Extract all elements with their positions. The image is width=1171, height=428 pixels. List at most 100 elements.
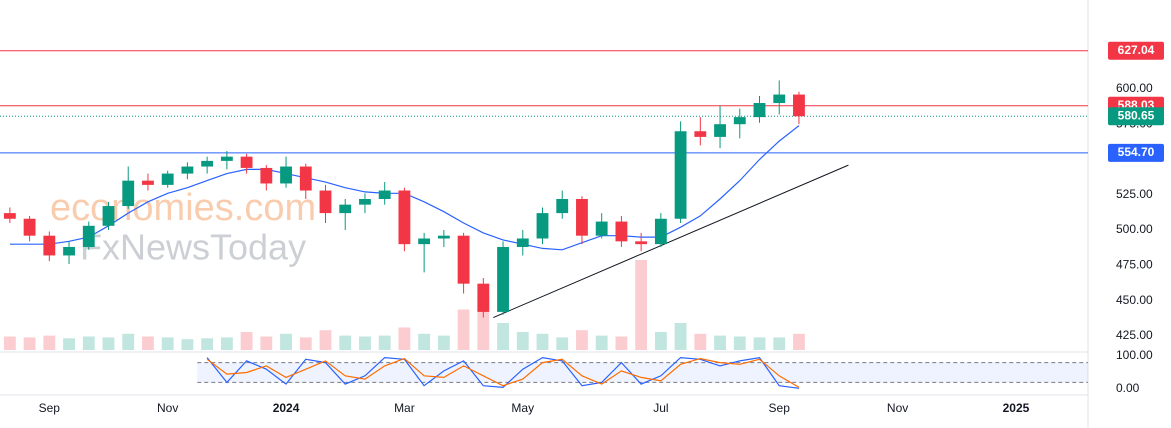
volume-bar (102, 337, 115, 350)
volume-bar (260, 336, 273, 350)
y-tick-label: 450.00 (1116, 293, 1153, 307)
volume-bar (576, 330, 588, 350)
candle-body (437, 235, 450, 239)
level-label-box (1108, 143, 1164, 162)
x-tick-label: Nov (887, 401, 908, 415)
candle-body (753, 103, 766, 118)
y-tick-label: 0.00 (1116, 381, 1140, 395)
candle-body (43, 235, 56, 256)
y-tick-label: 475.00 (1116, 257, 1153, 271)
volume-bar (82, 336, 95, 350)
candle-body (733, 117, 746, 125)
candle-body (161, 173, 174, 185)
x-tick-label: Mar (394, 401, 415, 415)
candle-body (359, 198, 371, 205)
candle-body (674, 131, 687, 219)
volume-bar (635, 260, 648, 350)
x-tick-label: 2025 (1003, 401, 1030, 415)
level-label-box (1108, 107, 1164, 126)
candle-body (23, 218, 36, 236)
candle-body (615, 221, 628, 242)
x-tick-label: May (511, 401, 534, 415)
candle-body (260, 167, 273, 184)
volume-bar (654, 332, 667, 350)
volume-bar (359, 336, 371, 350)
volume-bar (753, 337, 766, 350)
volume-bar (418, 333, 431, 350)
candle-body (319, 190, 332, 214)
candle-body (378, 190, 391, 199)
candle-body (635, 241, 648, 245)
stoch-line (206, 356, 800, 389)
candle-body (793, 94, 805, 117)
candle-body (240, 156, 253, 168)
volume-bar (299, 337, 312, 350)
candle-body (654, 218, 667, 245)
volume-bar (615, 336, 628, 350)
stoch-band (197, 362, 1089, 383)
candle-body (477, 283, 490, 312)
candle-body (398, 190, 411, 245)
x-tick-label: Sep (769, 401, 791, 415)
candle-body (457, 235, 470, 284)
y-tick-label: 500.00 (1116, 222, 1153, 236)
volume-bar (477, 296, 490, 350)
volume-bar (280, 333, 292, 350)
volume-bar (714, 335, 726, 350)
candle-body (536, 213, 549, 239)
level-label-box (1108, 41, 1164, 60)
y-tick-label: 600.00 (1116, 81, 1153, 95)
candle-body (82, 225, 95, 247)
volume-bar (240, 332, 253, 350)
volume-bar (457, 309, 470, 350)
candle-body (220, 156, 233, 161)
x-tick-label: 2024 (273, 401, 300, 415)
level-label: 554.70 (1118, 145, 1155, 159)
candle-body (201, 160, 214, 167)
volume-bar (536, 333, 549, 350)
volume-bar (3, 336, 16, 350)
volume-bar (556, 337, 569, 350)
volume-bar (43, 335, 56, 350)
volume-bar (220, 337, 233, 350)
candle-body (102, 206, 115, 226)
level-label: 627.04 (1118, 43, 1155, 57)
stoch-line (206, 357, 800, 388)
candle-body (497, 246, 509, 312)
volume-bar (437, 335, 450, 350)
candle-body (299, 166, 312, 191)
candle-body (595, 221, 608, 236)
candle-body (122, 180, 135, 207)
x-tick-label: Sep (39, 401, 61, 415)
volume-bar (516, 332, 529, 350)
volume-bar (142, 336, 154, 350)
y-tick-label: 525.00 (1116, 187, 1153, 201)
x-tick-label: Nov (157, 401, 178, 415)
volume-bar (181, 339, 194, 350)
y-tick-label: 425.00 (1116, 328, 1153, 342)
volume-bar (595, 335, 608, 350)
candle-body (63, 246, 75, 256)
candle-body (142, 180, 154, 185)
volume-bar (733, 336, 746, 350)
candle-body (280, 166, 292, 184)
y-tick-label: 100.00 (1116, 348, 1153, 362)
candle-body (181, 166, 194, 174)
volume-bar (674, 323, 687, 350)
volume-bar (694, 333, 707, 350)
trendline (493, 164, 849, 318)
volume-bar (319, 330, 332, 350)
candle-body (3, 213, 16, 219)
candle-body (576, 198, 588, 236)
volume-bar (161, 337, 174, 350)
watermark: FxNewsToday (80, 227, 306, 268)
level-label: 580.65 (1118, 108, 1155, 122)
volume-bar (122, 333, 135, 350)
volume-bar (773, 337, 786, 350)
volume-bar (497, 323, 509, 350)
x-tick-label: Jul (653, 401, 668, 415)
volume-bar (63, 338, 75, 350)
volume-bar (201, 338, 214, 350)
